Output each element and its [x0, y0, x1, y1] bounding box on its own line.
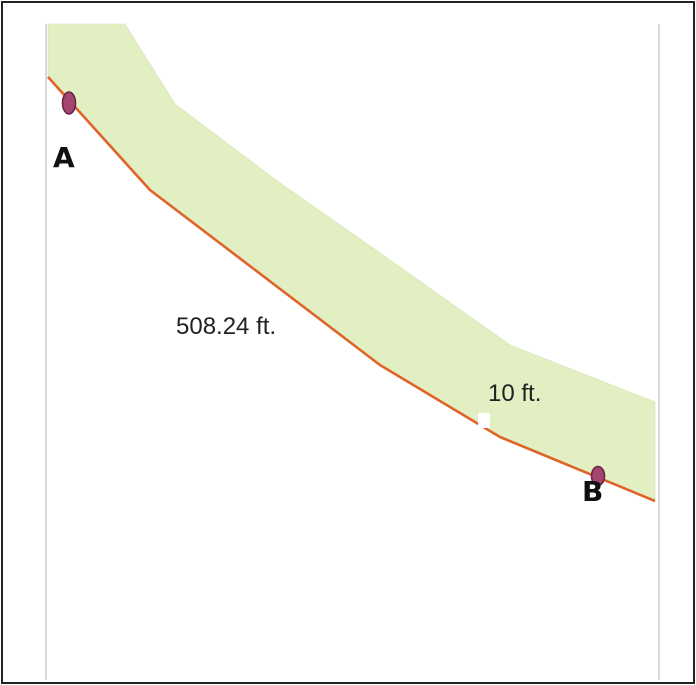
point-b-label: B	[582, 475, 603, 508]
point-a-label: A	[53, 141, 75, 174]
point-b-marker	[590, 465, 606, 487]
line-break-mark	[478, 413, 490, 428]
boundary-line	[47, 76, 656, 503]
length-label: 508.24 ft.	[176, 313, 276, 340]
point-a-marker	[61, 91, 77, 115]
width-label: 10 ft.	[488, 380, 541, 407]
